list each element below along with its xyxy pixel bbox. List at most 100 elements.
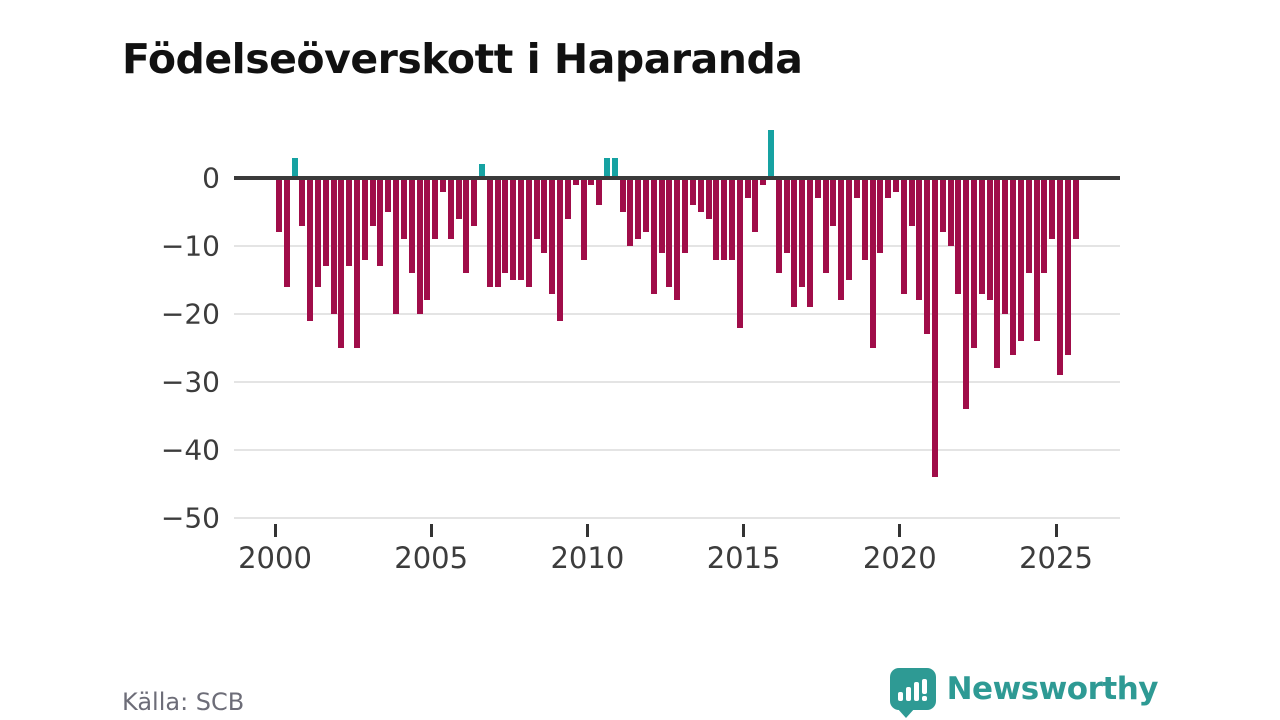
bar	[814, 178, 821, 199]
bar	[908, 178, 915, 226]
bar	[1072, 178, 1079, 240]
gridline	[234, 381, 1120, 383]
bar	[861, 178, 868, 260]
gridline	[234, 449, 1120, 451]
bar	[596, 178, 603, 206]
chart-area: 0 −10 −20 −30 −40 −50 2000 2005 2010 2015 2020 202…	[160, 130, 1120, 575]
bar	[322, 178, 329, 267]
bar	[533, 178, 540, 240]
source-note: Källa: SCB	[122, 688, 245, 716]
x-tick-mark	[1054, 524, 1058, 537]
x-tick-label: 2000	[238, 541, 312, 575]
x-tick-label: 2005	[394, 541, 469, 575]
bar	[510, 178, 517, 280]
bar	[603, 157, 610, 178]
bar	[705, 178, 712, 219]
bar	[361, 178, 368, 260]
bar	[877, 178, 884, 253]
y-tick-label: −20	[160, 297, 220, 331]
bar	[385, 178, 392, 212]
y-tick-label: −40	[160, 433, 220, 467]
bar	[377, 178, 384, 267]
x-tick-mark	[273, 524, 277, 537]
bar	[924, 178, 931, 335]
bar	[1025, 178, 1032, 274]
bar	[666, 178, 673, 287]
y-tick-label: −30	[160, 365, 220, 399]
bar	[400, 178, 407, 240]
x-tick-label: 2020	[862, 541, 937, 575]
bar	[479, 164, 485, 178]
bar	[291, 157, 298, 178]
bar	[393, 178, 400, 314]
bar	[1049, 178, 1056, 240]
x-tick-label: 2025	[1019, 541, 1093, 575]
bar	[900, 178, 907, 294]
bar	[1064, 178, 1071, 355]
bar	[588, 178, 595, 185]
bar	[799, 178, 806, 287]
bar	[1033, 178, 1040, 342]
bar	[354, 178, 360, 348]
bar	[721, 178, 728, 260]
bar	[424, 178, 431, 301]
bar	[713, 178, 720, 260]
bar	[486, 178, 493, 287]
bar	[307, 178, 314, 321]
bar	[541, 178, 548, 253]
bar	[767, 130, 774, 178]
x-tick-mark	[742, 524, 746, 537]
bar	[525, 178, 532, 287]
gridline	[234, 517, 1120, 519]
x-tick-mark	[898, 524, 902, 537]
bar	[557, 178, 564, 321]
bar	[330, 178, 337, 314]
bar	[627, 178, 634, 246]
bar	[760, 178, 767, 185]
bar	[518, 178, 524, 280]
bar	[689, 178, 696, 206]
bar	[643, 178, 649, 233]
x-tick-mark	[585, 524, 589, 537]
newsworthy-logo: Newsworthy	[889, 668, 1159, 718]
bar	[674, 178, 681, 301]
bar	[463, 178, 470, 274]
bar	[283, 178, 290, 287]
bar	[502, 178, 509, 274]
bar	[580, 178, 587, 260]
bar	[650, 178, 657, 294]
bar	[869, 178, 876, 348]
bar	[447, 178, 454, 240]
bar	[682, 178, 688, 253]
newsworthy-logo-text: Newsworthy	[946, 671, 1159, 707]
x-tick-label: 2015	[706, 541, 781, 575]
bar	[892, 178, 899, 192]
bar	[338, 178, 345, 348]
bar	[471, 178, 478, 226]
bar	[752, 178, 759, 233]
bar	[971, 178, 977, 348]
bar	[315, 178, 321, 287]
x-tick-label: 2010	[550, 541, 625, 575]
bar	[822, 178, 829, 274]
bar	[549, 178, 556, 294]
bar	[658, 178, 665, 253]
y-tick-label: 0	[202, 161, 220, 195]
bar	[838, 178, 845, 301]
bar	[1056, 178, 1063, 376]
bar	[807, 178, 813, 308]
bar	[1002, 178, 1009, 314]
bar	[619, 178, 626, 212]
bar	[947, 178, 954, 246]
bar	[939, 178, 946, 233]
bar	[369, 178, 376, 226]
bar	[846, 178, 852, 280]
bar	[564, 178, 571, 219]
bar	[611, 157, 618, 178]
zero-axis-line	[234, 176, 1120, 180]
bar	[572, 178, 579, 185]
bar	[986, 178, 993, 301]
bar	[853, 178, 860, 199]
x-tick-mark	[429, 524, 433, 537]
bar	[416, 178, 423, 314]
